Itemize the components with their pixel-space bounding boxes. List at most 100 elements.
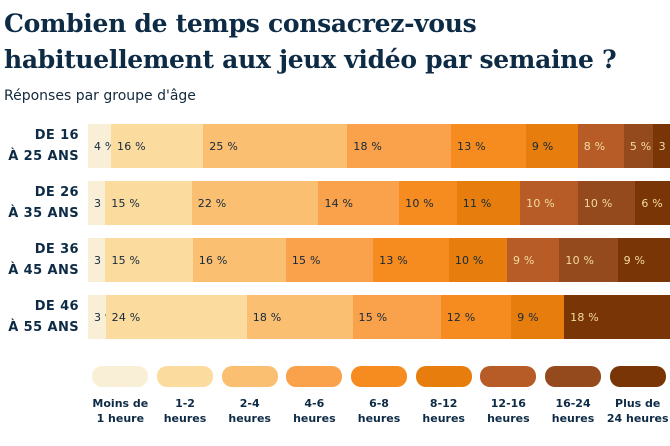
value-label: 9 % [623, 253, 646, 267]
chart-title-line2: habituellement aux jeux vidéo par semain… [4, 45, 617, 74]
chart-title: Combien de temps consacrez-vous habituel… [4, 6, 662, 78]
age-group-label-line: DE 46 [34, 299, 79, 314]
legend-label-line: 1 heure [96, 412, 145, 425]
legend-label-line: heures [293, 412, 336, 425]
legend-label-line: 4-6 [304, 397, 325, 410]
bar-segment: 9 % [525, 124, 578, 168]
bar-segment: 3 % [88, 238, 115, 282]
bar-segment: 9 % [617, 238, 670, 282]
bar-segment: 12 % [440, 295, 512, 339]
age-group-label: DE 46 À 55 ANS [0, 296, 88, 338]
legend-item: 4-6 heures [282, 366, 347, 426]
value-label: 10 % [583, 196, 613, 210]
bar-segment: 18 % [246, 295, 353, 339]
value-label: 6 % [641, 196, 663, 210]
bar-segment: 6 % [635, 181, 670, 225]
value-label: 15 % [358, 310, 388, 324]
value-label: 11 % [462, 196, 492, 210]
legend-label: 12-16 heures [476, 396, 541, 426]
bar-segment: 22 % [191, 181, 319, 225]
value-label: 14 % [324, 196, 354, 210]
legend-label: 4-6 heures [282, 396, 347, 426]
age-group-label-line: À 45 ANS [8, 263, 79, 278]
age-group-label: DE 16 À 25 ANS [0, 125, 88, 167]
legend-item: 6-8 heures [347, 366, 412, 426]
legend-item: Moins de 1 heure [88, 366, 153, 426]
age-group-label-line: DE 26 [34, 185, 79, 200]
bar-segment: 3 % [88, 181, 115, 225]
value-label: 10 % [565, 253, 595, 267]
bar-segment: 10 % [399, 181, 457, 225]
age-group-label-line: À 35 ANS [8, 206, 79, 221]
age-group-label-line: DE 16 [34, 128, 79, 143]
bar-segment: 9 % [507, 238, 560, 282]
bar-segment: 8 % [577, 124, 624, 168]
bar-segment: 14 % [318, 181, 400, 225]
stacked-bar: 3 %24 % 18 % 15 % 12 % 9 % 18 % [88, 295, 670, 339]
value-label: 13 % [379, 253, 408, 267]
value-label: 24 % [111, 310, 141, 324]
age-group-label-line: À 25 ANS [8, 149, 79, 164]
legend-swatch [221, 366, 278, 387]
legend-label: 16-24 heures [541, 396, 606, 426]
value-label: 9 % [513, 253, 535, 267]
legend-label: 8-12 heures [411, 396, 476, 426]
bar-segment: 13 % [373, 238, 449, 282]
legend: Moins de 1 heure 1-2 heures 2-4 heures 4-6 heur… [88, 366, 670, 426]
age-group-label-line: DE 36 [34, 242, 79, 257]
legend-label-line: Plus de [615, 397, 661, 410]
group-row: DE 16 À 25 ANS 4 % 16 % 25 % 18 % 13 % 9 % 8 % 5 … [0, 124, 670, 168]
bar-segment: 15 % [352, 295, 441, 339]
bar-segment: 5 % [623, 124, 653, 168]
legend-item: 8-12 heures [411, 366, 476, 426]
value-label: 10 % [405, 196, 434, 210]
legend-item: 16-24 heures [541, 366, 606, 426]
legend-label-line: heures [163, 412, 207, 425]
bar-segment: 10 % [559, 238, 618, 282]
legend-label: Moins de 1 heure [88, 396, 153, 426]
value-label: 9 % [517, 310, 539, 324]
bar-segment: 16 % [192, 238, 286, 282]
legend-label-line: 2-4 [239, 397, 260, 410]
legend-item: 12-16 heures [476, 366, 541, 426]
value-label: 22 % [197, 196, 227, 210]
stacked-bar: 3 %15 %16 %15 %13 %10 %9 %10 %9 % [88, 238, 670, 282]
legend-label-line: heures [422, 412, 465, 425]
value-label: 12 % [446, 310, 476, 324]
value-label: 16 % [117, 139, 146, 153]
value-label: 5 % [629, 139, 652, 153]
legend-label-line: 24 heures [606, 412, 669, 425]
group-row: DE 46 À 55 ANS 3 %24 % 18 % 15 % 12 % 9 % 18 % [0, 295, 670, 339]
chart-title-line1: Combien de temps consacrez-vous [4, 9, 477, 38]
value-label: 18 % [252, 310, 282, 324]
legend-swatch [157, 366, 213, 387]
legend-swatch [609, 366, 666, 387]
value-label: 15 % [291, 253, 321, 267]
chart-subtitle: Réponses par groupe d'âge [4, 88, 196, 104]
legend-item: 1-2 heures [153, 366, 218, 426]
header: Combien de temps consacrez-vous habituel… [0, 0, 670, 104]
value-label: 18 % [570, 310, 599, 324]
value-label: 18 % [353, 139, 383, 153]
legend-label-line: heures [487, 412, 530, 425]
bar-segment: 15 % [105, 238, 193, 282]
legend-swatch [286, 366, 343, 387]
bar-segment: 3 % [652, 124, 670, 168]
bar-segment: 18 % [347, 124, 451, 168]
legend-item: 2-4 heures [217, 366, 282, 426]
stacked-bar-chart: DE 16 À 25 ANS 4 % 16 % 25 % 18 % 13 % 9 % 8 % 5 … [0, 124, 670, 339]
bar-segment: 4 % [88, 124, 115, 168]
bar-segment: 9 % [511, 295, 565, 339]
legend-label-line: 12-16 [490, 397, 526, 410]
value-label: 15 % [111, 253, 141, 267]
age-group-label-line: À 55 ANS [8, 320, 79, 335]
legend-swatch [92, 366, 149, 387]
legend-label-line: 8-12 [429, 397, 458, 410]
bar-segment: 11 % [456, 181, 521, 225]
bar-segment: 13 % [451, 124, 526, 168]
value-label: 25 % [209, 139, 238, 153]
value-label: 3 % [658, 139, 670, 153]
bar-segment: 3 % [88, 295, 115, 339]
